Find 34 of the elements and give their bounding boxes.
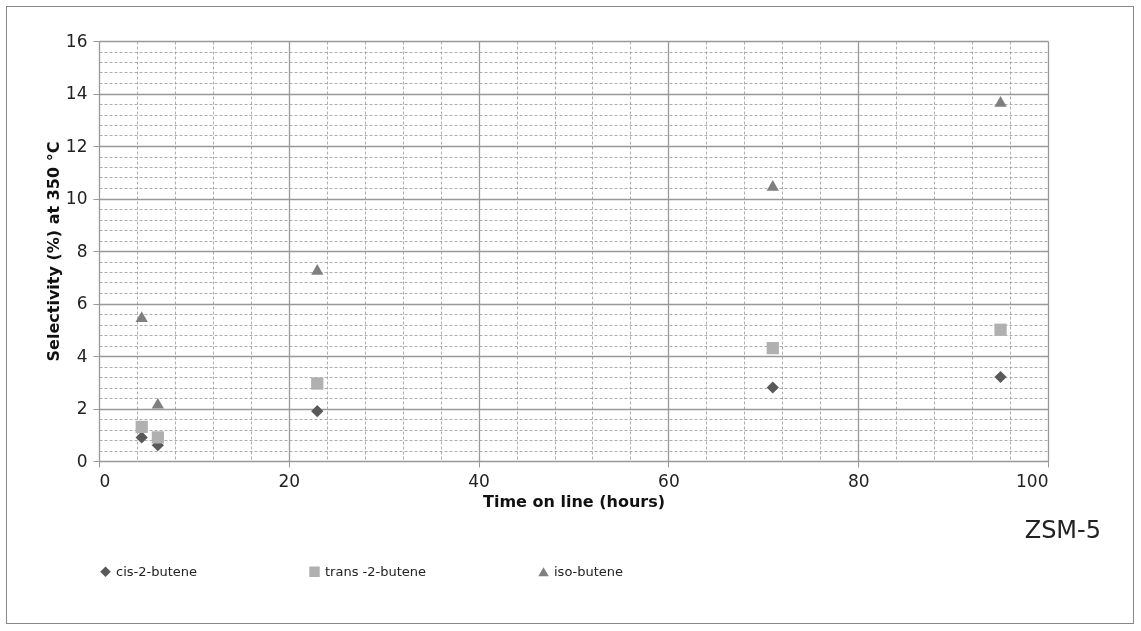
- x-tick-label: 100: [1016, 470, 1049, 491]
- y-tick-label: 8: [76, 240, 88, 261]
- x-tick-label: 0: [99, 470, 111, 491]
- y-tick-label: 14: [65, 83, 88, 103]
- x-tick-label: 80: [847, 470, 870, 491]
- legend-label: iso-butene: [554, 563, 624, 579]
- y-tick-label: 12: [65, 135, 88, 156]
- point: [151, 431, 164, 444]
- point: [994, 370, 1007, 384]
- legend-label: trans -2-butene: [325, 563, 427, 579]
- y-tick-label: 2: [76, 398, 88, 418]
- point: [311, 405, 324, 418]
- x-tick-label: 20: [278, 470, 301, 491]
- point: [135, 311, 148, 322]
- x-axis-title: Time on line (hours): [482, 491, 666, 511]
- y-tick-label: 0: [76, 450, 88, 471]
- point: [311, 377, 324, 390]
- y-tick-label: 16: [65, 30, 88, 51]
- x-tick-label: 60: [658, 470, 680, 491]
- point: [311, 264, 324, 275]
- point: [766, 381, 779, 394]
- point: [135, 420, 148, 433]
- text: ZSM-5: [1024, 516, 1101, 544]
- legend-label: cis-2-butene: [116, 563, 198, 579]
- x-tick-label: 40: [468, 470, 490, 491]
- point: [766, 180, 779, 191]
- y-tick-label: 6: [76, 293, 88, 313]
- point: [151, 397, 164, 409]
- y-tick-label: 4: [76, 345, 88, 366]
- point: [766, 342, 779, 355]
- y-tick-label: 10: [65, 188, 88, 208]
- point: [994, 96, 1007, 107]
- point: [994, 323, 1007, 336]
- y-axis-title: Selectivity (%) at 350 °C: [43, 141, 63, 362]
